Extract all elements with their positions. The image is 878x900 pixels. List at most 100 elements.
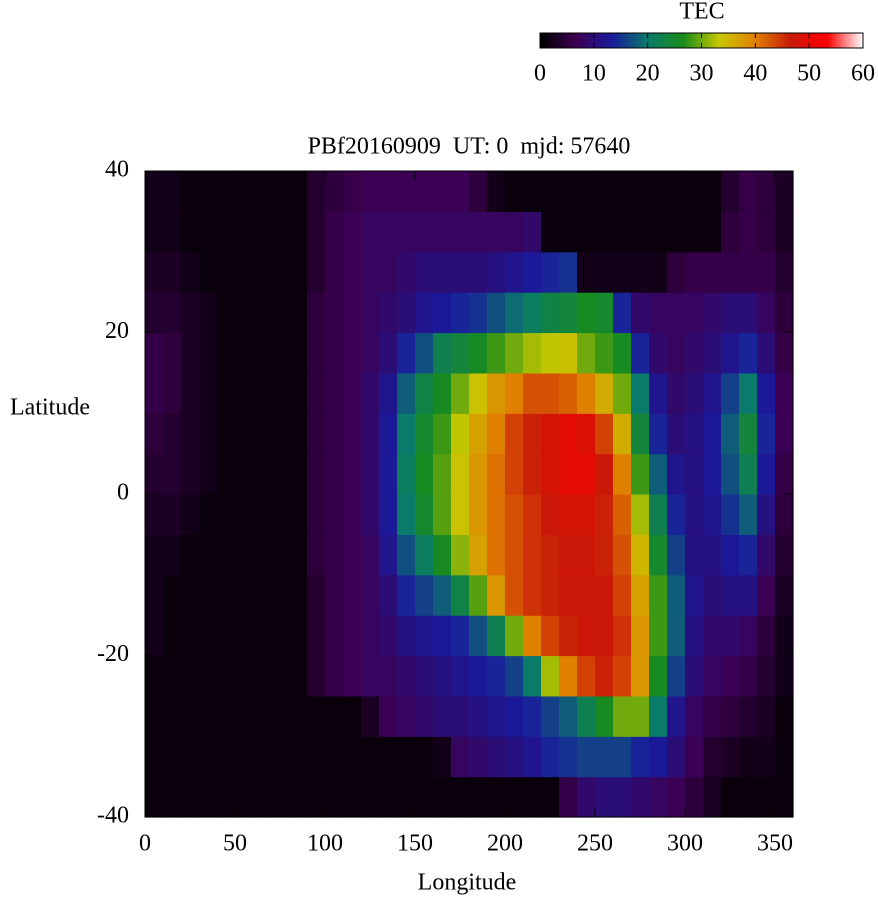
heatmap-cell [667, 292, 686, 334]
heatmap-cell [649, 332, 668, 374]
heatmap-cell [361, 292, 380, 334]
x-tick-label: 150 [397, 831, 433, 857]
heatmap-cell [181, 736, 200, 778]
heatmap-cell [613, 534, 632, 576]
y-tick-label: 40 [105, 157, 129, 183]
heatmap-cell [145, 372, 164, 414]
heatmap-cell [361, 534, 380, 576]
heatmap-cell [577, 453, 596, 495]
heatmap-cell [163, 534, 182, 576]
colorbar-tick-label: 50 [797, 61, 821, 87]
heatmap-cell [199, 494, 218, 535]
heatmap-cell [253, 171, 272, 212]
y-axis-label: Latitude [10, 395, 90, 421]
heatmap-cell [649, 534, 668, 576]
heatmap-cell [649, 574, 668, 616]
heatmap-cell [379, 332, 398, 374]
heatmap-cell [307, 413, 326, 455]
heatmap-cell [505, 332, 524, 374]
heatmap-cell [469, 655, 488, 697]
heatmap-cell [541, 736, 560, 778]
heatmap-cell [145, 695, 164, 737]
heatmap-cell [595, 574, 614, 616]
heatmap-cell [541, 453, 560, 495]
heatmap-cell [559, 615, 578, 657]
heatmap-cell [289, 534, 308, 576]
heatmap-cell [685, 695, 704, 737]
heatmap-cell [685, 292, 704, 334]
heatmap-cell [271, 251, 290, 293]
heatmap-cell [433, 211, 452, 253]
heatmap-cell [541, 251, 560, 293]
heatmap-cell [739, 332, 758, 374]
heatmap-cell [667, 413, 686, 455]
heatmap-cell [487, 292, 506, 334]
heatmap-cell [775, 292, 794, 334]
heatmap-cell [721, 695, 740, 737]
heatmap-cell [703, 736, 722, 778]
heatmap-cell [523, 736, 542, 778]
heatmap-cell [559, 251, 578, 293]
heatmap-cell [163, 574, 182, 616]
colorbar-tick-label: 20 [636, 61, 660, 87]
heatmap-cell [451, 171, 470, 212]
heatmap-cell [523, 615, 542, 657]
heatmap-cell [145, 211, 164, 253]
heatmap-cell [667, 372, 686, 414]
x-tick-label: 100 [307, 831, 343, 857]
heatmap-cell [721, 453, 740, 495]
heatmap-cell [667, 615, 686, 657]
heatmap-cell [289, 494, 308, 535]
heatmap-cell [199, 453, 218, 495]
heatmap-cell [469, 534, 488, 576]
heatmap-cell [631, 171, 650, 212]
heatmap-cell [649, 695, 668, 737]
heatmap-cell [343, 413, 362, 455]
heatmap-cell [757, 413, 776, 455]
heatmap-cell [613, 413, 632, 455]
heatmap-cell [145, 251, 164, 293]
colorbar-tick-label: 60 [851, 61, 875, 87]
heatmap-cell [325, 292, 344, 334]
heatmap-cell [631, 615, 650, 657]
heatmap-cell [451, 736, 470, 778]
heatmap-cell [685, 736, 704, 778]
heatmap-cell [253, 615, 272, 657]
heatmap-cell [613, 332, 632, 374]
heatmap-cell [487, 574, 506, 616]
heatmap-cell [505, 292, 524, 334]
heatmap-cell [631, 332, 650, 374]
heatmap-cell [451, 494, 470, 535]
heatmap-cell [469, 251, 488, 293]
heatmap-cell [505, 372, 524, 414]
heatmap-cell [181, 655, 200, 697]
heatmap-cell [487, 171, 506, 212]
heatmap-cell [253, 534, 272, 576]
heatmap-cell [433, 695, 452, 737]
heatmap-cell [271, 736, 290, 778]
heatmap-cell [685, 655, 704, 697]
heatmap-cell [505, 776, 524, 818]
heatmap-cell [181, 292, 200, 334]
heatmap-cell [721, 171, 740, 212]
heatmap-cell [199, 695, 218, 737]
heatmap-cell [163, 413, 182, 455]
heatmap-cell [433, 332, 452, 374]
heatmap-cell [361, 776, 380, 818]
heatmap-cell [631, 655, 650, 697]
heatmap-cell [775, 171, 794, 212]
heatmap-cell [649, 292, 668, 334]
heatmap-cell [325, 332, 344, 374]
heatmap-cell [721, 211, 740, 253]
heatmap-cell [235, 494, 254, 535]
heatmap-cell [397, 615, 416, 657]
heatmap-cell [613, 574, 632, 616]
heatmap-cell [397, 372, 416, 414]
heatmap-cell [577, 332, 596, 374]
heatmap-cell [145, 615, 164, 657]
heatmap-cell [451, 251, 470, 293]
heatmap-cell [271, 534, 290, 576]
heatmap-cell [343, 292, 362, 334]
heatmap-cell [163, 332, 182, 374]
heatmap-cell [289, 695, 308, 737]
